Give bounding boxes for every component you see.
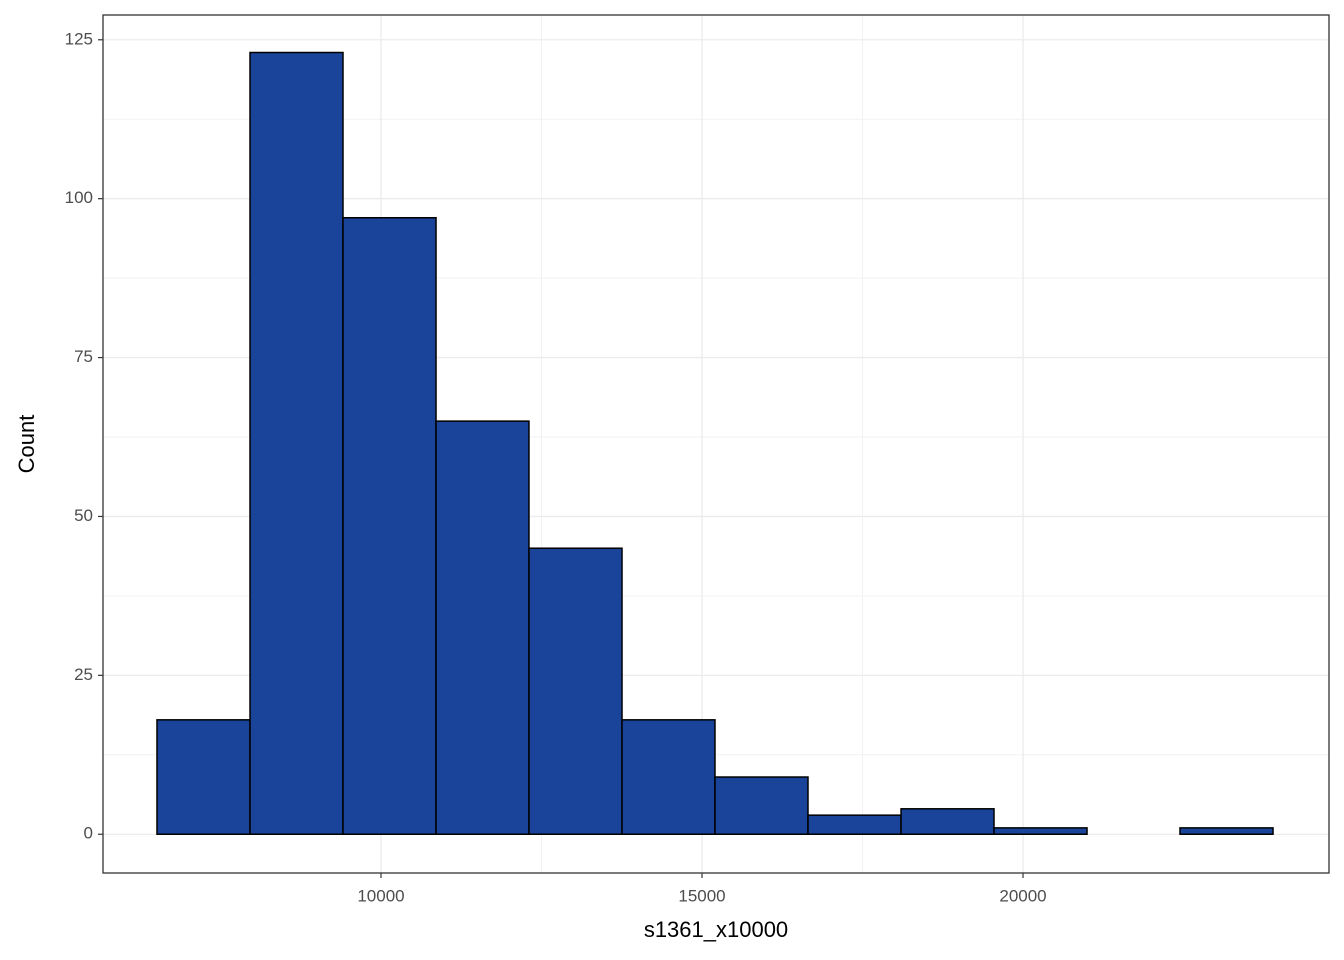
bar xyxy=(342,216,437,835)
y-tick-label: 0 xyxy=(84,824,93,843)
x-axis-title: s1361_x10000 xyxy=(644,917,788,942)
x-tick-label: 15000 xyxy=(678,886,725,905)
x-tick-label: 20000 xyxy=(999,886,1046,905)
y-tick-label: 125 xyxy=(65,29,93,48)
bar xyxy=(993,827,1088,835)
bar xyxy=(1179,827,1274,835)
bar xyxy=(807,814,902,835)
y-tick-label: 50 xyxy=(74,506,93,525)
y-tick-label: 25 xyxy=(74,665,93,684)
bar xyxy=(156,719,251,835)
bar xyxy=(528,547,623,835)
x-tick-label: 10000 xyxy=(357,886,404,905)
bar xyxy=(435,420,530,835)
bar xyxy=(714,776,809,835)
panel-border xyxy=(102,14,1330,874)
bar xyxy=(621,719,716,835)
y-tick-label: 75 xyxy=(74,347,93,366)
y-tick-label: 100 xyxy=(65,188,93,207)
y-axis-title: Count xyxy=(14,415,39,474)
bar xyxy=(249,51,344,835)
bar xyxy=(900,808,995,835)
